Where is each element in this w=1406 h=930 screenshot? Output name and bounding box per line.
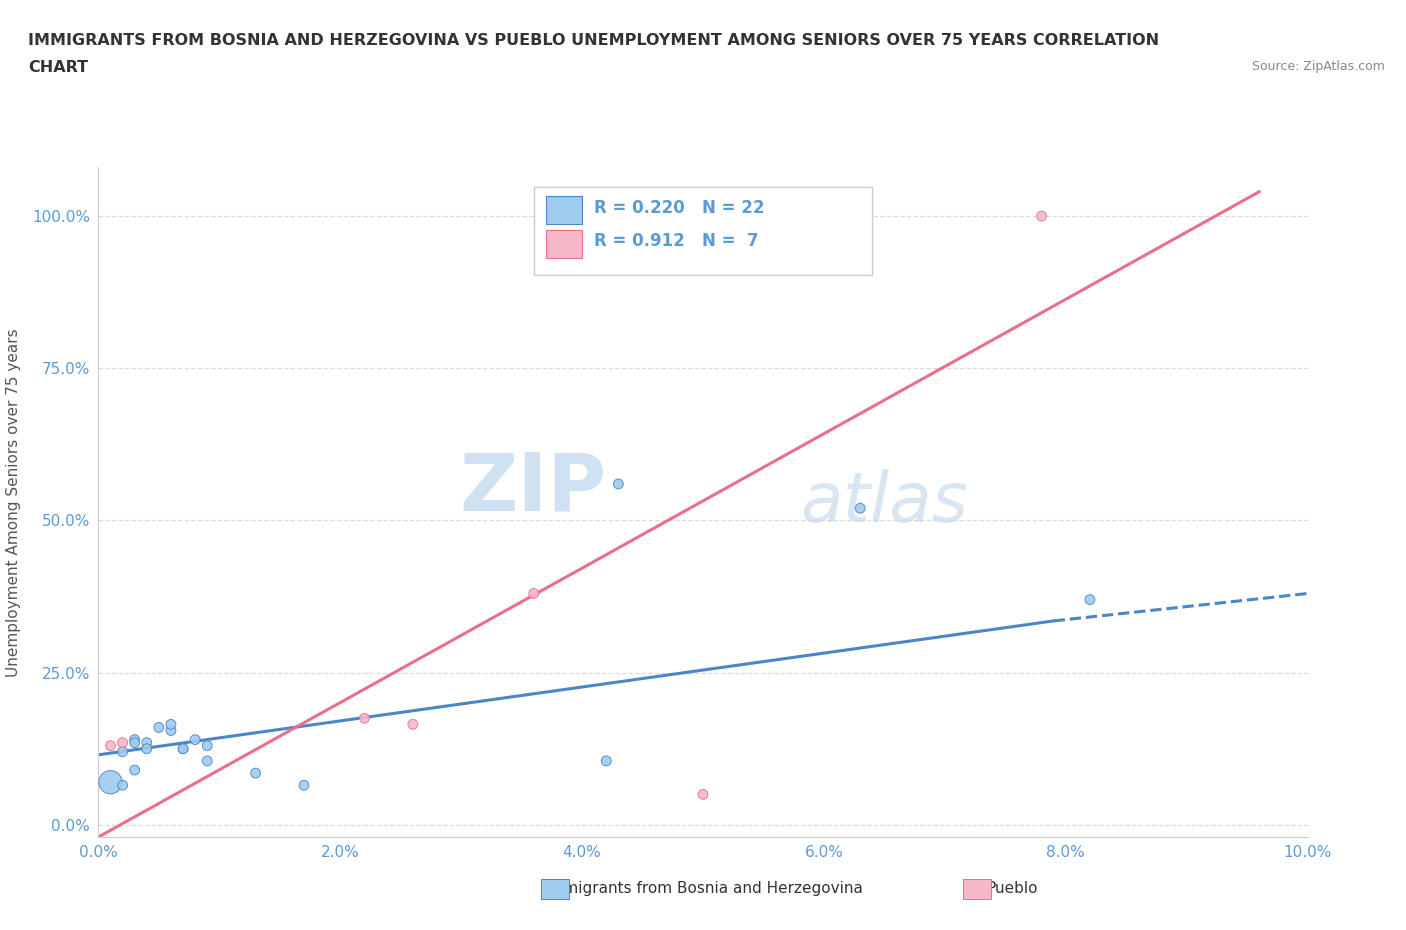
- Point: [195, 738, 218, 753]
- FancyBboxPatch shape: [546, 196, 582, 224]
- Text: R = 0.912   N =  7: R = 0.912 N = 7: [595, 232, 759, 250]
- Text: Immigrants from Bosnia and Herzegovina: Immigrants from Bosnia and Herzegovina: [544, 881, 862, 896]
- Point: [160, 723, 183, 737]
- Point: [100, 738, 122, 753]
- Point: [100, 775, 122, 790]
- Point: [111, 777, 134, 792]
- Point: [184, 732, 207, 747]
- Point: [124, 763, 146, 777]
- Point: [849, 501, 872, 516]
- Text: R = 0.220   N = 22: R = 0.220 N = 22: [595, 199, 765, 217]
- Point: [135, 741, 157, 756]
- Point: [160, 717, 183, 732]
- Point: [124, 732, 146, 747]
- Text: Source: ZipAtlas.com: Source: ZipAtlas.com: [1251, 60, 1385, 73]
- FancyBboxPatch shape: [534, 188, 872, 274]
- Text: CHART: CHART: [28, 60, 89, 75]
- Point: [111, 744, 134, 759]
- Point: [245, 765, 267, 780]
- Point: [172, 741, 194, 756]
- Point: [124, 736, 146, 751]
- Text: atlas: atlas: [800, 469, 967, 536]
- Point: [607, 476, 630, 491]
- Point: [595, 753, 617, 768]
- Point: [523, 586, 546, 601]
- Point: [292, 777, 315, 792]
- Text: ZIP: ZIP: [458, 450, 606, 528]
- Y-axis label: Unemployment Among Seniors over 75 years: Unemployment Among Seniors over 75 years: [6, 328, 21, 676]
- FancyBboxPatch shape: [546, 230, 582, 258]
- Point: [692, 787, 714, 802]
- Point: [148, 720, 170, 735]
- Point: [135, 736, 157, 751]
- Point: [1078, 592, 1101, 607]
- Point: [111, 736, 134, 751]
- Point: [402, 717, 425, 732]
- Point: [353, 711, 375, 725]
- Point: [195, 753, 218, 768]
- Point: [172, 741, 194, 756]
- Text: IMMIGRANTS FROM BOSNIA AND HERZEGOVINA VS PUEBLO UNEMPLOYMENT AMONG SENIORS OVER: IMMIGRANTS FROM BOSNIA AND HERZEGOVINA V…: [28, 33, 1159, 47]
- Point: [1031, 208, 1053, 223]
- Text: Pueblo: Pueblo: [987, 881, 1038, 896]
